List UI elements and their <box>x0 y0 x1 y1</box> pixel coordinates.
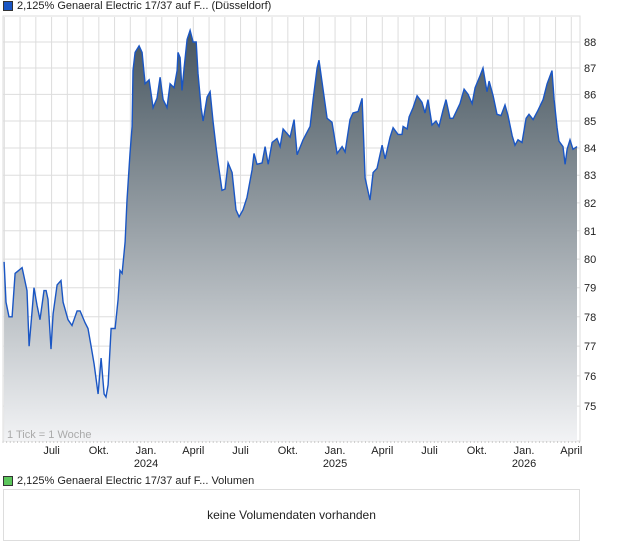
x-tick-label: April <box>371 445 393 457</box>
y-tick-label: 84 <box>584 143 596 155</box>
x-tick-label: April <box>560 445 582 457</box>
y-tick-label: 80 <box>584 254 596 266</box>
price-chart: 75 76 77 78 79 80 81 82 83 84 85 86 87 88 Juli Okt. Jan.… <box>2 15 596 470</box>
x-tick-label: Jan. <box>325 445 346 457</box>
price-area <box>4 30 578 442</box>
x-tick-year-label: 2024 <box>134 458 158 470</box>
price-line <box>3 27 578 399</box>
volume-legend: 2,125% Genaeral Electric 17/37 auf F... … <box>3 475 254 487</box>
y-tick-label: 75 <box>584 401 596 413</box>
x-tick-label: Okt. <box>467 445 487 457</box>
x-tick-year-label: 2025 <box>323 458 347 470</box>
x-tick-label: Juli <box>421 445 438 457</box>
price-series-swatch <box>3 1 13 11</box>
y-tick-label: 85 <box>584 116 596 128</box>
volume-legend-label: 2,125% Genaeral Electric 17/37 auf F... … <box>17 475 255 487</box>
tick-interval-note: 1 Tick = 1 Woche <box>7 429 91 441</box>
x-tick-year-label: 2026 <box>512 458 536 470</box>
y-tick-label: 76 <box>584 371 596 383</box>
y-tick-label: 78 <box>584 312 596 324</box>
y-tick-label: 87 <box>584 63 596 75</box>
x-tick-label: Okt. <box>89 445 109 457</box>
x-tick-label: Juli <box>43 445 60 457</box>
y-tick-label: 88 <box>584 37 596 49</box>
x-tick-label: Jan. <box>136 445 157 457</box>
x-tick-label: Jan. <box>514 445 535 457</box>
price-legend-label: 2,125% Genaeral Electric 17/37 auf F... … <box>17 0 272 12</box>
price-legend: 2,125% Genaeral Electric 17/37 auf F... … <box>3 0 271 12</box>
x-tick-label: April <box>182 445 204 457</box>
y-tick-label: 86 <box>584 89 596 101</box>
y-tick-label: 77 <box>584 341 596 353</box>
y-tick-label: 79 <box>584 283 596 295</box>
x-tick-label: Juli <box>232 445 249 457</box>
volume-empty-message: keine Volumendaten vorhanden <box>207 508 376 522</box>
x-tick-label: Okt. <box>278 445 298 457</box>
y-tick-label: 81 <box>584 226 596 238</box>
volume-series-swatch <box>3 476 13 486</box>
y-tick-label: 82 <box>584 198 596 210</box>
y-tick-label: 83 <box>584 170 596 182</box>
volume-panel: keine Volumendaten vorhanden <box>3 489 580 541</box>
